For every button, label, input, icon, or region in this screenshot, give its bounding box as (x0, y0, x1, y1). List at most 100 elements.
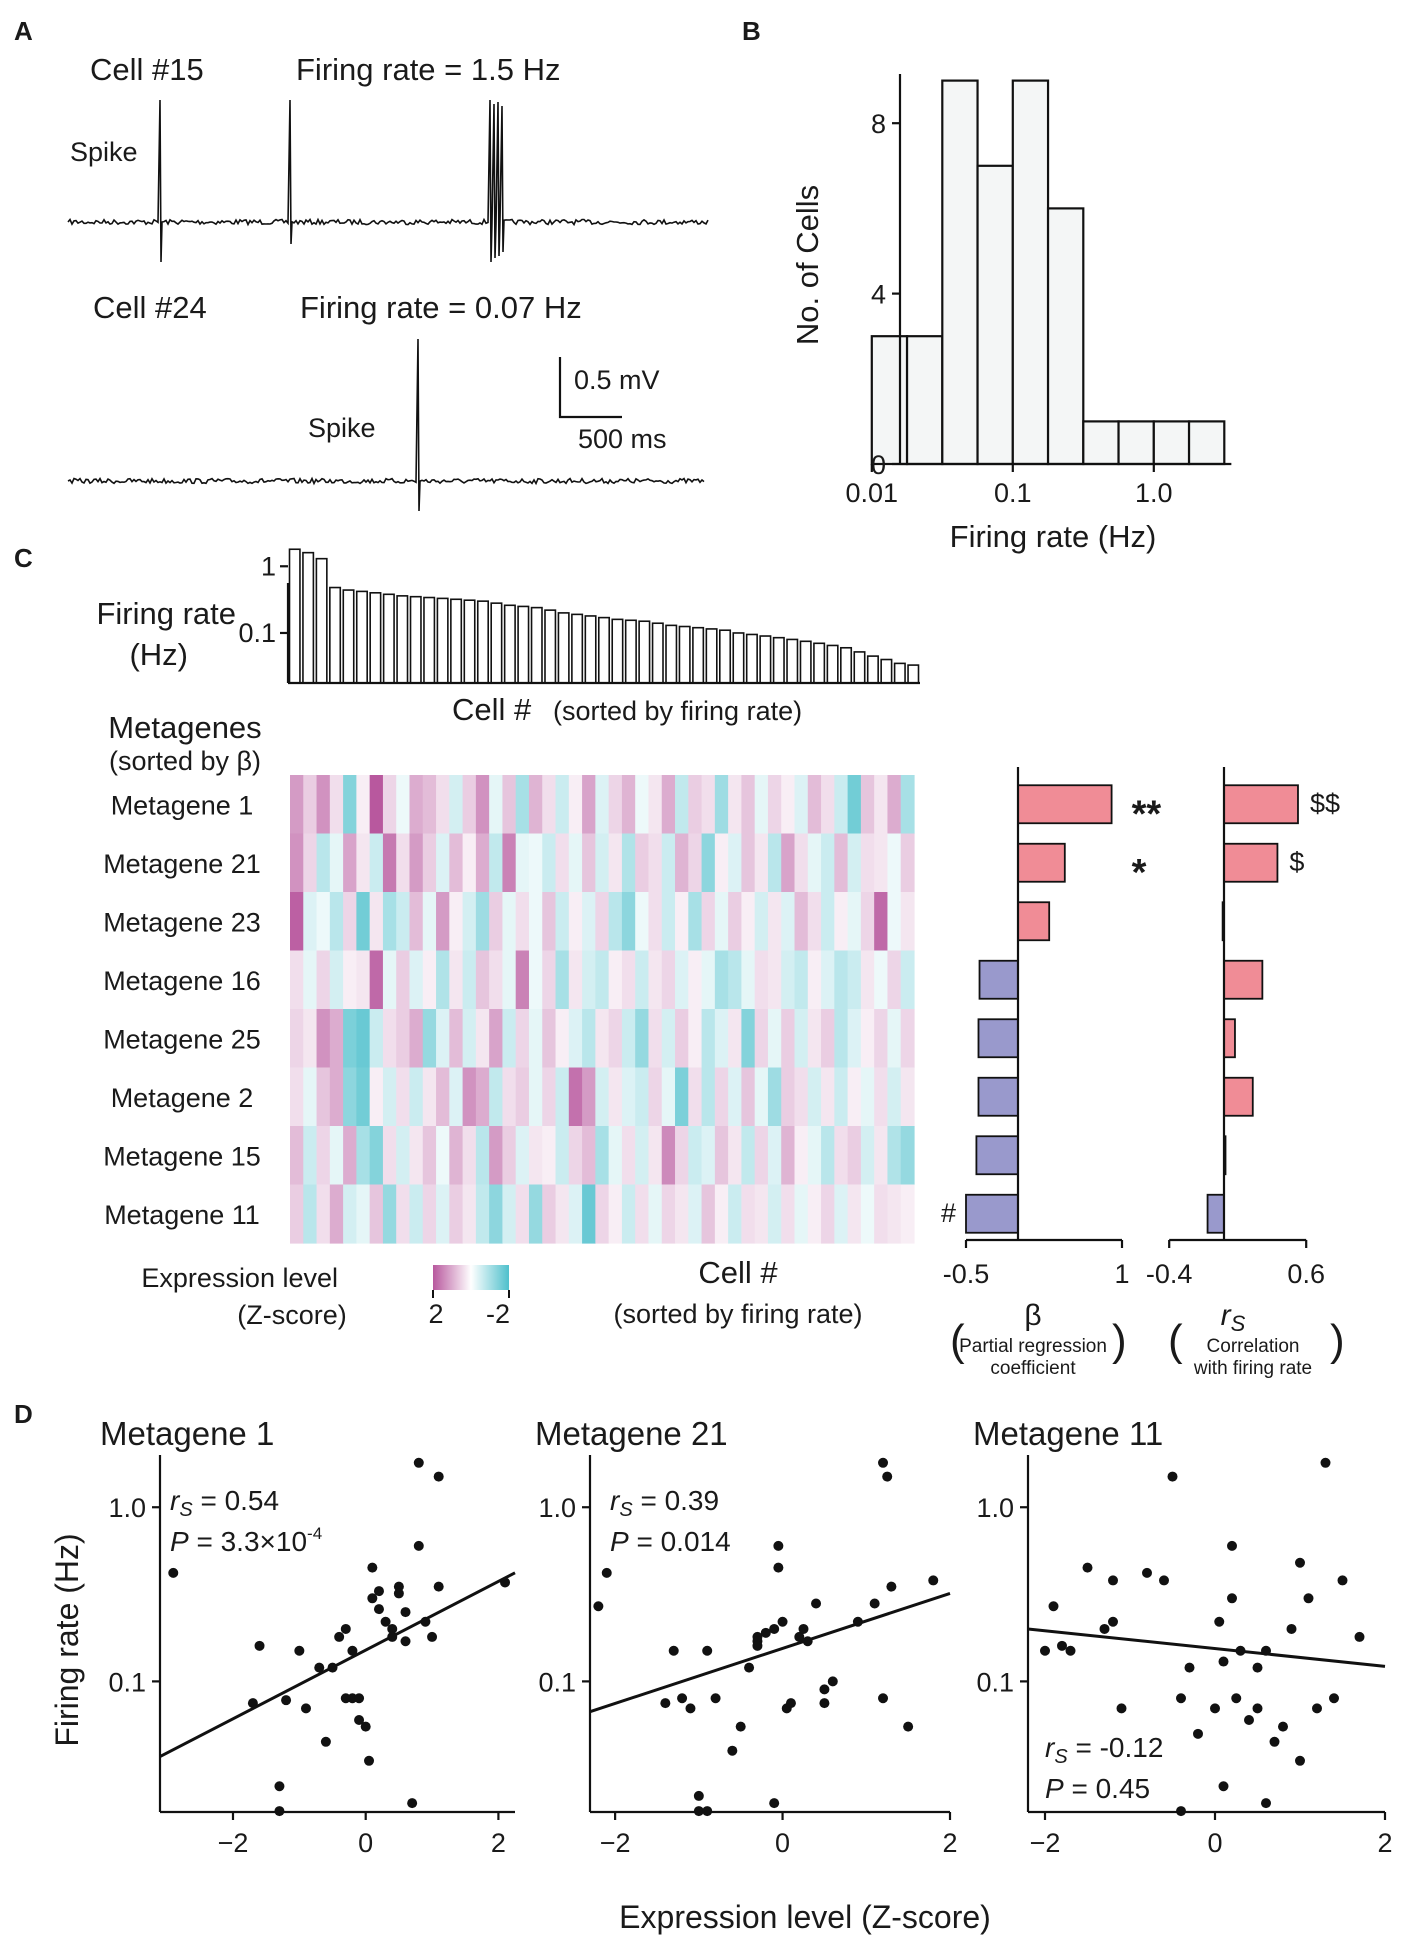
heatmap-cell (555, 1184, 570, 1244)
heatmap-cell (621, 775, 636, 835)
scatter-x-label: Expression level (Z-score) (619, 1899, 991, 1935)
heatmap-cell (754, 1126, 769, 1186)
heatmap-cell (382, 1184, 397, 1244)
data-point (281, 1695, 292, 1706)
data-point (1218, 1656, 1229, 1667)
heatmap-cell (821, 1067, 835, 1127)
heatmap-cell (900, 892, 915, 952)
data-point (752, 1640, 763, 1651)
heatmap-cell (369, 775, 384, 835)
heatmap-cell (807, 1184, 822, 1244)
scatter-x-tick-label: −2 (1030, 1828, 1061, 1858)
data-point (387, 1631, 398, 1642)
heatmap-cell (661, 775, 676, 835)
heatmap-cell (290, 1067, 304, 1127)
heatmap-cell (834, 892, 849, 952)
firing-rate-bar (678, 625, 691, 684)
cell-15-spike-label: Spike (70, 137, 138, 167)
firing-rate-bar (705, 628, 718, 684)
heatmap-cell (436, 833, 450, 893)
data-point (1295, 1755, 1305, 1766)
heatmap-cell (462, 1126, 477, 1186)
heatmap-cell (821, 775, 835, 835)
heatmap-cell (489, 1126, 504, 1186)
heatmap-cell (847, 892, 862, 952)
rs-axis: -0.4 0.6 (1146, 767, 1325, 1289)
histogram-x-tick-label: 0.1 (994, 478, 1032, 508)
heatmap-cell (661, 1184, 676, 1244)
beta-bar (965, 1193, 1019, 1234)
firing-rate-bar (557, 612, 570, 684)
heatmap-cell (847, 775, 862, 835)
heatmap-cell (489, 1067, 504, 1127)
heatmap-cell (356, 1067, 371, 1127)
panel-c: C Firing rate (Hz) 10.1 Cell # (sorted b… (14, 543, 1345, 1379)
heatmap-cell (821, 1184, 835, 1244)
rs-significance: $$ (1310, 788, 1340, 818)
data-point (168, 1567, 179, 1578)
heatmap-cell (449, 950, 464, 1010)
heatmap-cell (555, 1067, 570, 1127)
heatmap-cell (316, 1009, 331, 1069)
beta-significance: * (1132, 852, 1147, 894)
heatmap-cell (621, 1009, 636, 1069)
heatmap-cell (475, 775, 490, 835)
data-point (427, 1631, 438, 1642)
heatmap-cell (648, 892, 663, 952)
colorbar-label: Expression level (141, 1263, 338, 1293)
heatmap-cell (608, 1067, 623, 1127)
heatmap-cell (714, 775, 729, 835)
data-point (794, 1631, 805, 1642)
firing-rate-bar (893, 662, 906, 684)
heatmap-cell (542, 892, 557, 952)
data-point (1227, 1540, 1237, 1551)
heatmap-cell (542, 1009, 557, 1069)
histogram-y-tick-label: 8 (871, 109, 886, 139)
heatmap-cell (396, 892, 411, 952)
heatmap-cell (781, 775, 796, 835)
firing-rate-bar (584, 615, 597, 684)
histogram-y-tick-label: 4 (871, 280, 886, 310)
heatmap-cell (701, 892, 716, 952)
histogram-y-tick-label: 0 (871, 450, 886, 480)
heatmap-cell (303, 1009, 318, 1069)
heatmap-cell (303, 1184, 318, 1244)
heatmap-cell (661, 892, 676, 952)
metagene-row-label: Metagene 16 (103, 966, 261, 996)
heatmap-cell (462, 775, 477, 835)
heatmap-cell (794, 1184, 809, 1244)
scatter-x-tick-label: −2 (600, 1828, 631, 1858)
data-point (433, 1471, 444, 1482)
heatmap-cell (290, 775, 304, 835)
data-point (433, 1581, 444, 1592)
heatmap-cell (316, 1067, 331, 1127)
firing-rate-bar (718, 629, 732, 684)
data-point (1159, 1575, 1169, 1586)
heatmap-cell (900, 1126, 915, 1186)
heatmap-cell (781, 1184, 796, 1244)
heatmap-cell (688, 1067, 703, 1127)
heatmap-cell (422, 1184, 437, 1244)
heatmap-cell (528, 1184, 543, 1244)
heatmap-cell (369, 950, 384, 1010)
heatmap-cell (741, 950, 756, 1010)
firing-rate-bar (597, 616, 611, 684)
heatmap-cell (316, 775, 331, 835)
scatter-y-label: Firing rate (Hz) (49, 1533, 85, 1746)
data-point (693, 1790, 704, 1801)
scatter-y-tick-label: 1.0 (108, 1493, 146, 1523)
data-point (878, 1457, 889, 1468)
data-point (1329, 1693, 1339, 1704)
heatmap-cell (688, 833, 703, 893)
colorbar-high-label: 2 (428, 1299, 443, 1329)
heatmap-cell (701, 775, 716, 835)
heatmap-cell (874, 1184, 889, 1244)
heatmap-cell (834, 1009, 849, 1069)
firing-rate-axis-label-2: (Hz) (129, 637, 188, 672)
heatmap-cell (595, 892, 610, 952)
data-point (601, 1567, 612, 1578)
firing-rate-bar (638, 620, 651, 684)
firing-rate-bar (907, 664, 920, 684)
rs-bar (1223, 784, 1299, 825)
heatmap-cell (409, 950, 424, 1010)
